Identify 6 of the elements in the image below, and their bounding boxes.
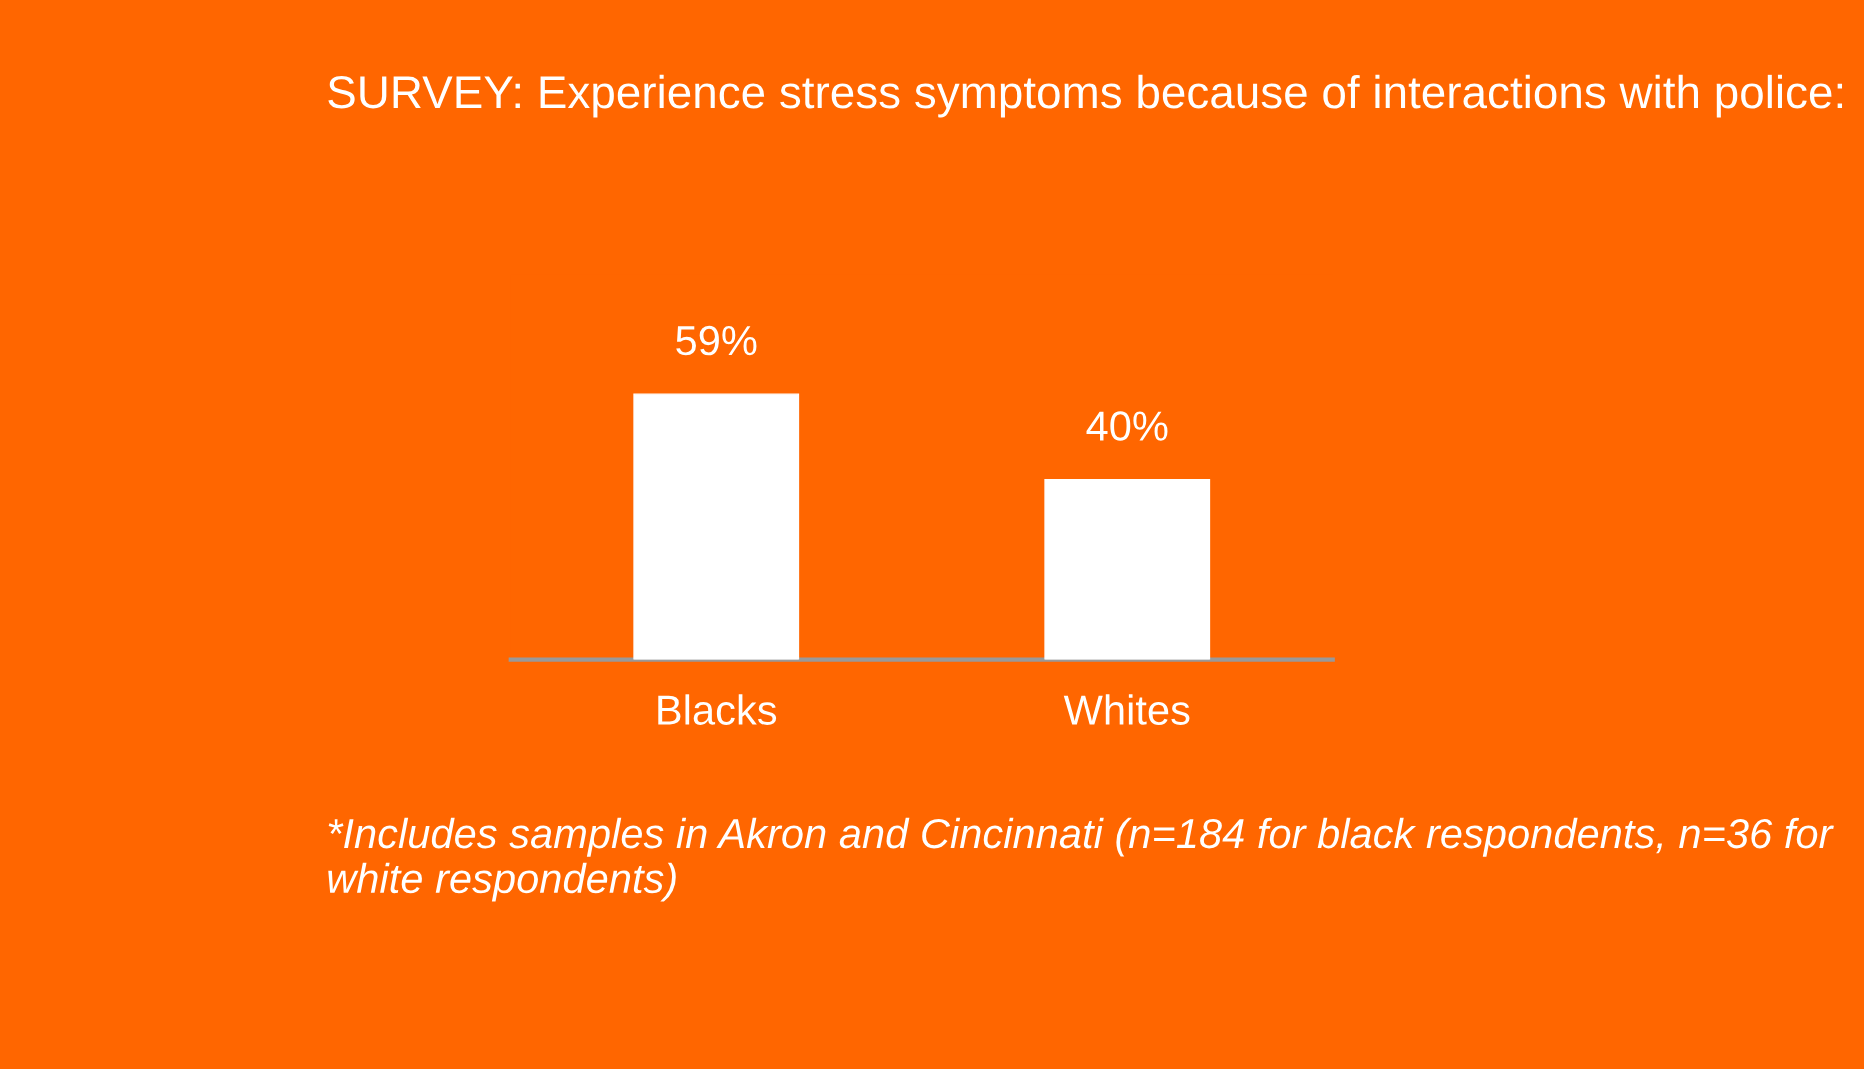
text: *Includes samples in Akron and Cincinnati (n=184 for black respondents, n=36 for white respondents) — [328, 817, 1834, 902]
data-label: 40% — [1086, 411, 1168, 441]
chart-title: SURVEY: Experience stress symptoms because of interactions with police: — [328, 74, 1843, 118]
x-tick-label: Blacks — [658, 694, 777, 725]
x-tick-label: Whites — [1063, 694, 1190, 725]
data-label: 59% — [676, 325, 757, 356]
